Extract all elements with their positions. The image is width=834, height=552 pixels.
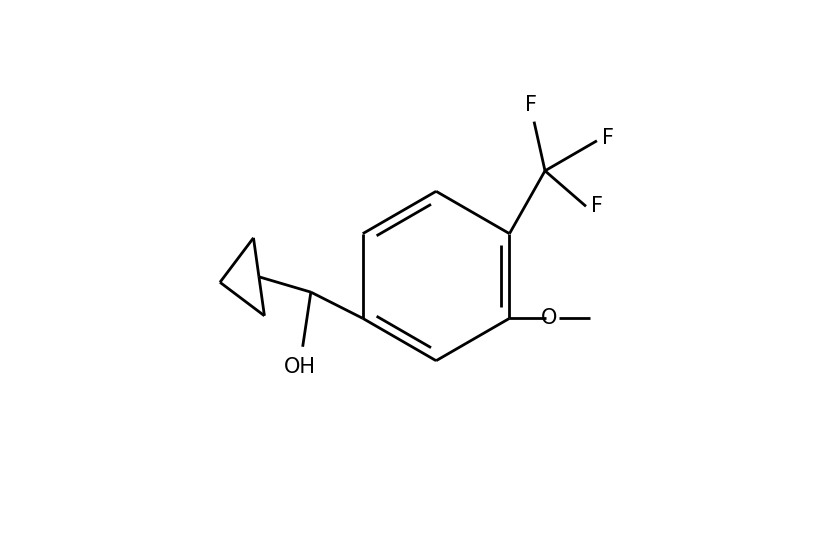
Text: F: F bbox=[602, 128, 615, 148]
Text: OH: OH bbox=[284, 357, 316, 376]
Text: O: O bbox=[540, 309, 557, 328]
Text: F: F bbox=[591, 197, 604, 216]
Text: F: F bbox=[525, 95, 537, 115]
